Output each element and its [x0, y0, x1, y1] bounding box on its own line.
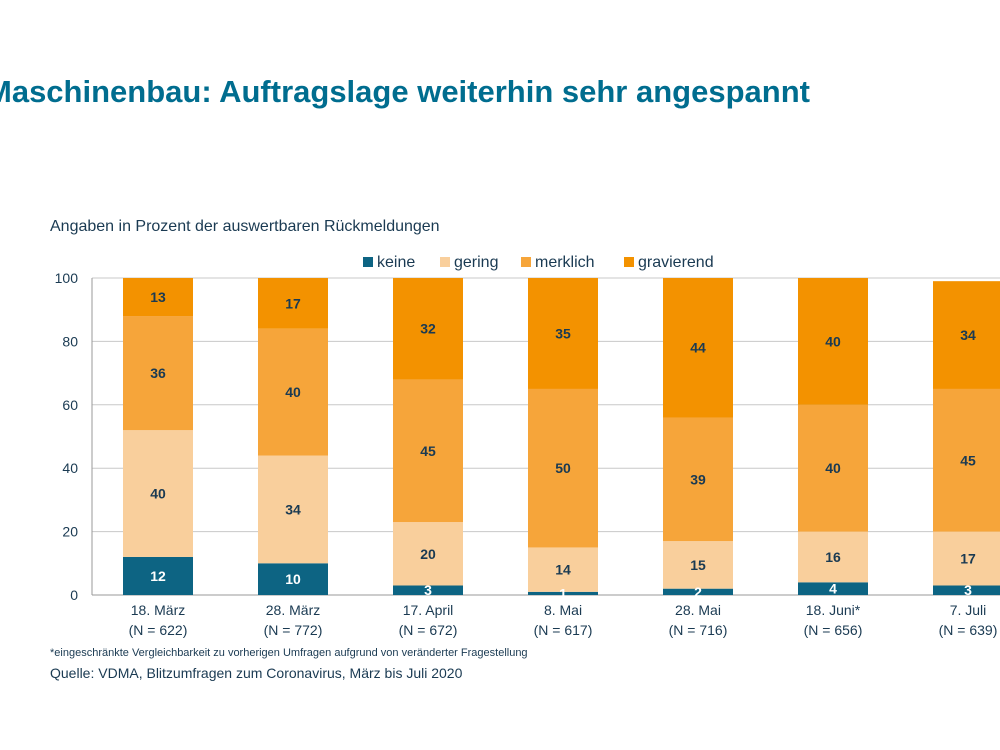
footnote: *eingeschränkte Vergleichbarkeit zu vorh… — [50, 647, 528, 659]
bar-segment-gravierend — [933, 281, 1000, 389]
page-title: Maschinenbau: Auftragslage weiterhin seh… — [0, 74, 810, 109]
bar-segment-merklich — [258, 328, 328, 456]
data-label: 40 — [825, 460, 841, 476]
bar-segment-gering — [258, 455, 328, 564]
x-tick-label: 18. März — [131, 602, 185, 618]
bar-segment-gering — [933, 531, 1000, 586]
bar-segment-merklich — [393, 379, 463, 523]
y-tick-label: 0 — [70, 587, 78, 603]
data-label: 44 — [690, 340, 706, 356]
data-label: 34 — [960, 327, 976, 343]
y-tick-label: 20 — [62, 524, 78, 540]
bar-segment-merklich — [528, 388, 598, 548]
data-label: 3 — [964, 582, 972, 598]
bar-segment-gering — [393, 522, 463, 586]
data-label: 39 — [690, 471, 706, 487]
x-tick-sublabel: (N = 672) — [399, 622, 458, 638]
data-label: 13 — [150, 289, 166, 305]
y-tick-label: 40 — [62, 460, 78, 476]
legend-swatch-gering — [440, 257, 450, 267]
x-tick-label: 7. Juli — [950, 602, 987, 618]
bar-segment-keine — [798, 582, 868, 595]
y-axis: 0 20 40 60 80 100 — [55, 270, 93, 603]
legend-swatch-merklich — [521, 257, 531, 267]
bar-segment-keine — [933, 585, 1000, 595]
data-label: 45 — [420, 443, 436, 459]
x-tick-label: 8. Mai — [544, 602, 582, 618]
legend-label-merklich: merklich — [535, 254, 595, 271]
data-label: 15 — [690, 557, 706, 573]
bar-segment-gering — [798, 531, 868, 583]
legend-label-gravierend: gravierend — [638, 254, 714, 271]
data-label: 34 — [285, 501, 301, 517]
data-label: 20 — [420, 546, 436, 562]
data-label: 45 — [960, 452, 976, 468]
x-tick-sublabel: (N = 772) — [264, 622, 323, 638]
legend-label-keine: keine — [377, 254, 415, 271]
x-axis: 18. März (N = 622) 28. März (N = 772) 17. Ap… — [129, 602, 998, 638]
y-tick-label: 60 — [62, 397, 78, 413]
bar-segment-keine — [393, 585, 463, 595]
chart-bars — [123, 278, 1000, 595]
x-tick-sublabel: (N = 656) — [804, 622, 863, 638]
bar-segment-keine — [663, 588, 733, 595]
data-label: 36 — [150, 365, 166, 381]
chart-data-labels: 1240361310344017320453211450352153944416… — [150, 289, 976, 601]
data-label: 10 — [285, 571, 301, 587]
source-note: Quelle: VDMA, Blitzumfragen zum Coronavi… — [50, 665, 463, 681]
data-label: 35 — [555, 325, 571, 341]
data-label: 4 — [829, 581, 837, 597]
bar-segment-gering — [123, 430, 193, 557]
data-label: 1 — [559, 585, 567, 601]
data-label: 17 — [285, 295, 301, 311]
x-tick-sublabel: (N = 716) — [669, 622, 728, 638]
bar-segment-gravierend — [258, 278, 328, 329]
data-label: 40 — [825, 333, 841, 349]
data-label: 40 — [150, 486, 166, 502]
data-label: 2 — [694, 584, 702, 600]
chart-subtitle: Angaben in Prozent der auswertbaren Rück… — [50, 218, 440, 235]
bar-segment-gering — [528, 547, 598, 592]
x-tick-label: 28. März — [266, 602, 320, 618]
chart-legend: keine gering merklich gravierend — [363, 254, 714, 271]
bar-segment-gravierend — [528, 278, 598, 389]
legend-label-gering: gering — [454, 254, 498, 271]
data-label: 40 — [285, 384, 301, 400]
bar-segment-merklich — [123, 316, 193, 431]
x-tick-label: 28. Mai — [675, 602, 721, 618]
x-tick-sublabel: (N = 617) — [534, 622, 593, 638]
bar-segment-merklich — [798, 404, 868, 532]
y-tick-label: 80 — [62, 333, 78, 349]
x-tick-label: 17. April — [403, 602, 454, 618]
bar-segment-keine — [528, 591, 598, 595]
bar-segment-gravierend — [663, 278, 733, 418]
bar-segment-merklich — [933, 388, 1000, 532]
data-label: 50 — [555, 460, 571, 476]
data-label: 17 — [960, 551, 976, 567]
data-label: 12 — [150, 568, 166, 584]
x-tick-sublabel: (N = 622) — [129, 622, 188, 638]
data-label: 16 — [825, 549, 841, 565]
y-tick-label: 100 — [55, 270, 79, 286]
legend-swatch-keine — [363, 257, 373, 267]
stacked-bar-chart: keine gering merklich gravierend 0 20 40 60 80 1… — [55, 254, 1000, 638]
bar-segment-gravierend — [393, 278, 463, 380]
bar-segment-gravierend — [798, 278, 868, 405]
legend-swatch-gravierend — [624, 257, 634, 267]
bar-segment-keine — [123, 556, 193, 595]
data-label: 14 — [555, 562, 571, 578]
bar-segment-keine — [258, 563, 328, 595]
data-label: 3 — [424, 582, 432, 598]
bar-segment-gering — [663, 541, 733, 589]
x-tick-label: 18. Juni* — [806, 602, 861, 618]
data-label: 32 — [420, 321, 436, 337]
bar-segment-merklich — [663, 417, 733, 542]
x-tick-sublabel: (N = 639) — [939, 622, 998, 638]
bar-segment-gravierend — [123, 278, 193, 317]
